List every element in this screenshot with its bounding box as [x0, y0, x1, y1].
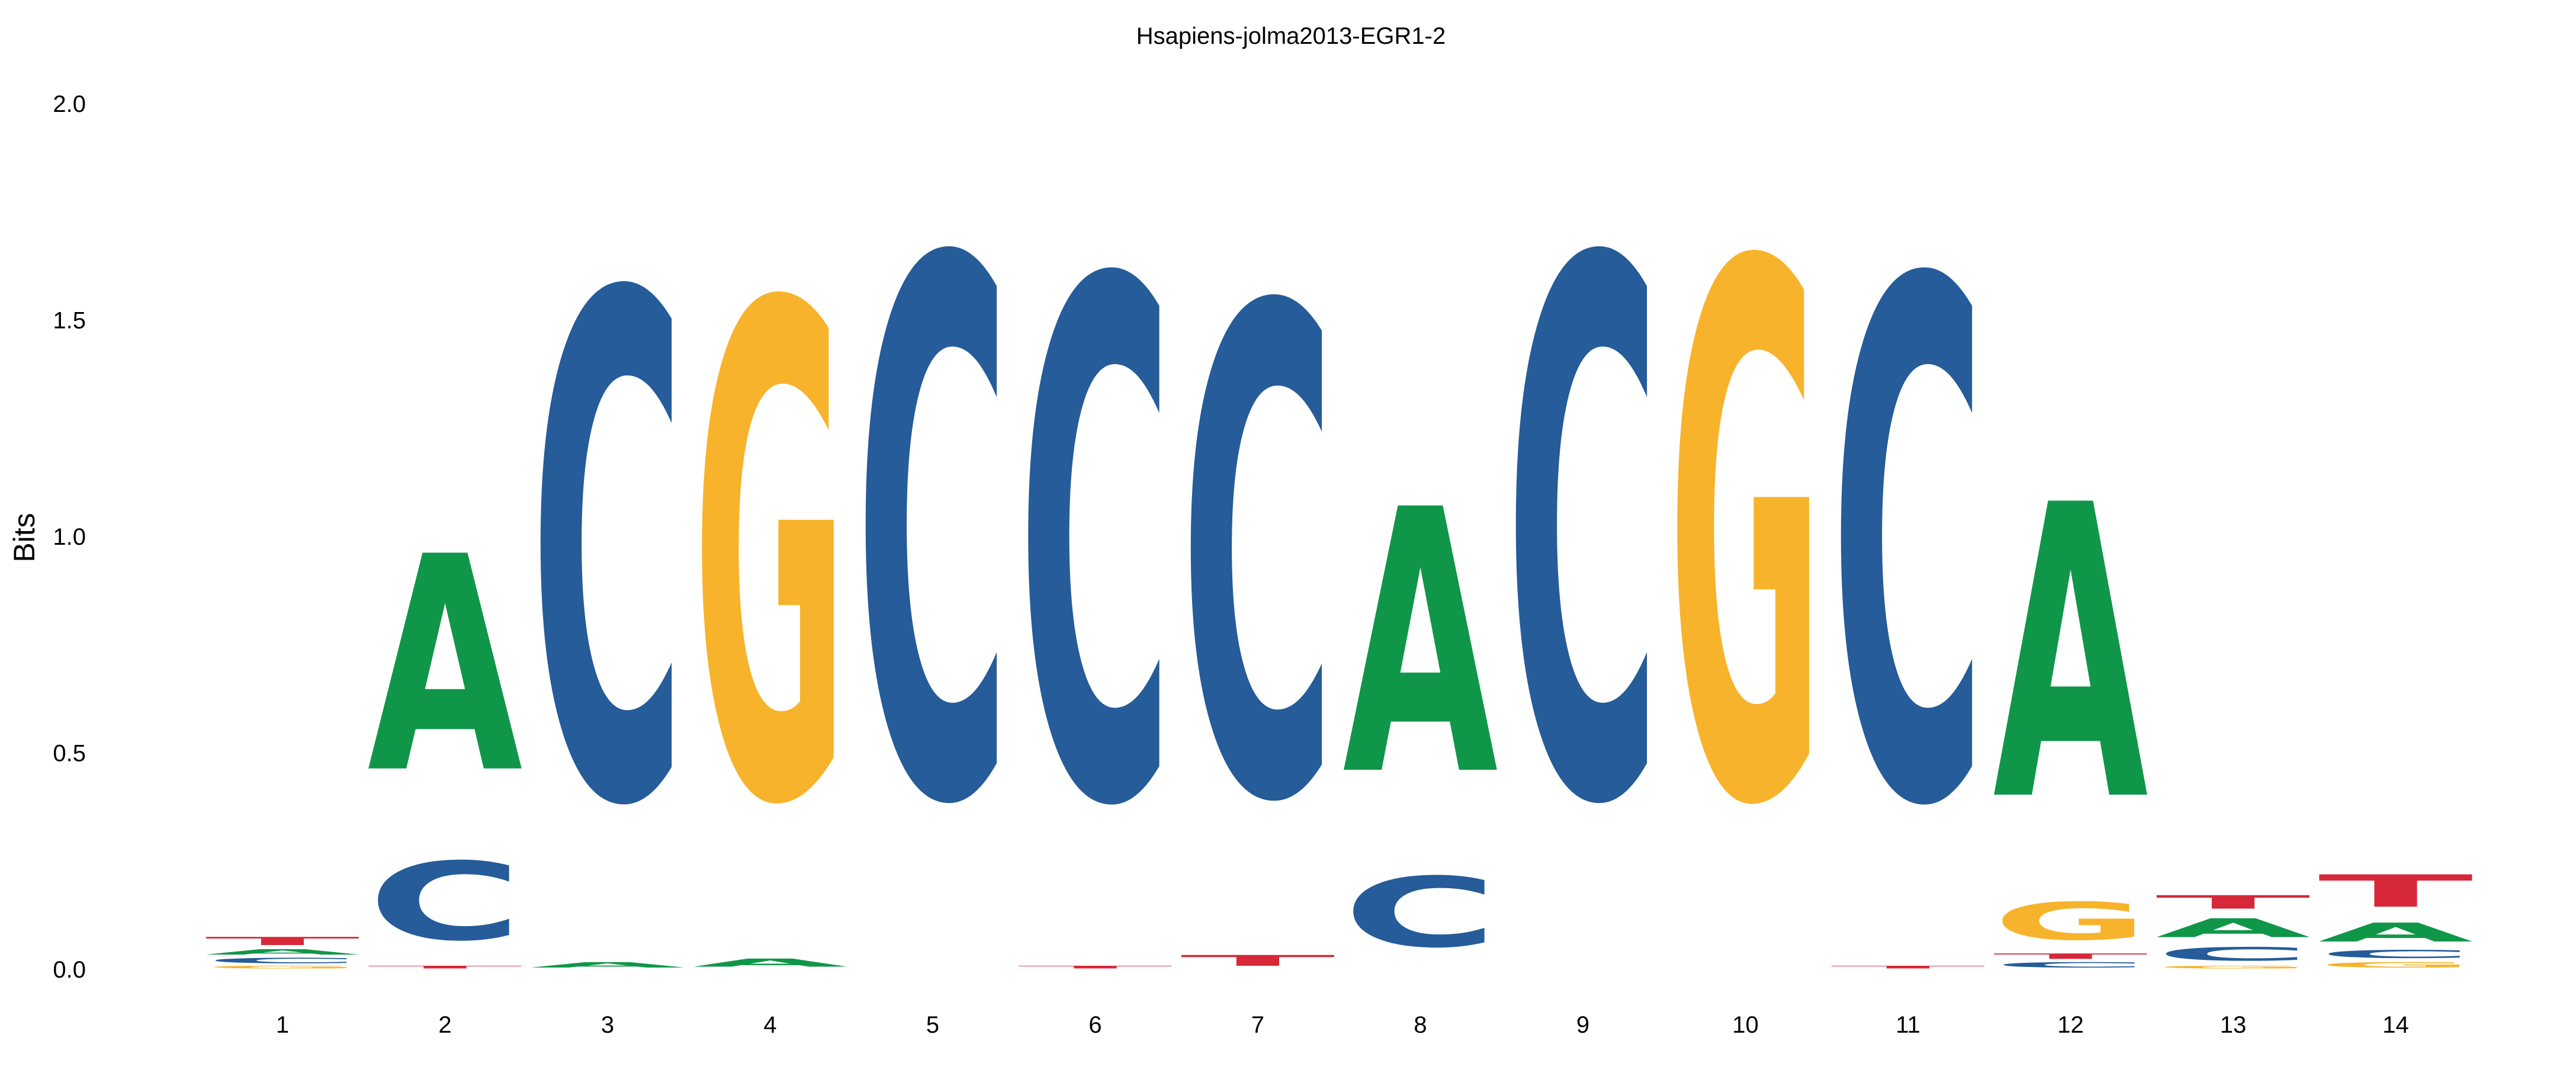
x-tick-label: 11 [1896, 1012, 1920, 1038]
logo-letter-c: C [1993, 960, 2148, 969]
logo-letter-a: A [2318, 917, 2474, 947]
logo-letter-t: T [1830, 965, 1987, 969]
logo-letter-t: T [205, 935, 361, 948]
x-tick-label: 8 [1414, 1012, 1427, 1038]
logo-letter-c: C [1180, 170, 1335, 949]
logo-letter-c: C [205, 956, 360, 965]
logo-letter-g: G [205, 965, 360, 969]
logo-letter-a: A [530, 960, 685, 969]
logo-letter-g: G [1668, 114, 1823, 968]
x-tick-label: 1 [276, 1012, 289, 1038]
y-tick-label: 2.0 [53, 91, 86, 117]
logo-letter-c: C [530, 152, 685, 958]
y-axis-label: Bits [8, 513, 41, 562]
logo-letter-c: C [1343, 857, 1498, 969]
x-tick-label: 4 [763, 1012, 776, 1038]
x-tick-label: 10 [1732, 1012, 1759, 1038]
x-tick-label: 12 [2057, 1012, 2084, 1038]
x-tick-label: 14 [2382, 1012, 2409, 1038]
logo-letter-g: G [1993, 892, 2148, 952]
x-axis-ticks: 1 2 3 4 5 6 7 8 9 10 11 12 13 14 [276, 1012, 2409, 1038]
logo-letter-a: A [1343, 433, 1499, 856]
logo-letter-a: A [368, 494, 524, 838]
y-tick-label: 1.0 [53, 524, 86, 550]
logo-letter-c: C [368, 840, 523, 965]
logo-letter-t: T [2318, 866, 2475, 917]
x-tick-label: 5 [926, 1012, 939, 1038]
logo-letter-t: T [2156, 892, 2312, 913]
x-tick-label: 2 [438, 1012, 451, 1038]
y-tick-label: 0.5 [53, 741, 86, 767]
logo-letter-c: C [1018, 136, 1173, 962]
x-tick-label: 9 [1576, 1012, 1589, 1038]
y-tick-label: 0.0 [53, 957, 86, 983]
logo-letter-c: C [1505, 110, 1660, 967]
y-tick-label: 1.5 [53, 308, 86, 334]
logo-letter-a: A [205, 948, 360, 957]
y-axis-ticks: 0.0 0.5 1.0 1.5 2.0 [53, 91, 86, 983]
chart-title: Hsapiens-jolma2013-EGR1-2 [1136, 23, 1446, 49]
x-tick-label: 6 [1088, 1012, 1101, 1038]
logo-letter-c: C [1830, 136, 1986, 962]
logo-letter-a: A [693, 956, 848, 969]
logo-letter-a: A [2156, 913, 2311, 943]
logo-letter-c: C [855, 110, 1010, 967]
logo-letter-t: T [1018, 965, 1174, 969]
logo-letter-c: C [2318, 947, 2474, 960]
logo-letter-t: T [1993, 952, 2150, 961]
logo-letter-g: G [693, 166, 848, 954]
logo-letter-a: A [1993, 420, 2150, 890]
x-tick-label: 3 [601, 1012, 614, 1038]
x-tick-label: 13 [2220, 1012, 2247, 1038]
logo-letter-c: C [2156, 943, 2311, 965]
logo-letter-t: T [368, 965, 524, 969]
logo-letter-t: T [1180, 952, 1337, 969]
x-tick-label: 7 [1251, 1012, 1264, 1038]
logo-letter-g: G [2156, 965, 2311, 969]
logo-letter-g: G [2318, 960, 2474, 969]
